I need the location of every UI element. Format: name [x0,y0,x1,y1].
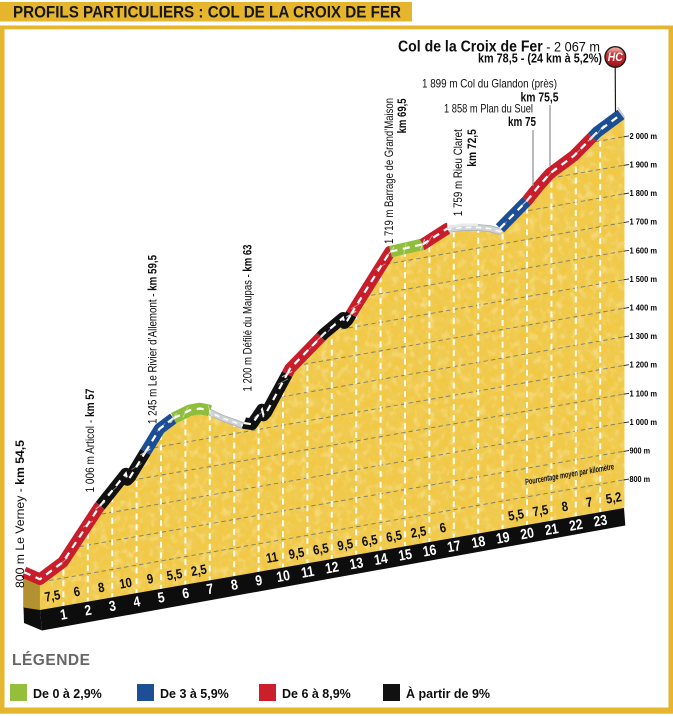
svg-text:6: 6 [181,585,190,602]
svg-text:10: 10 [275,567,291,585]
svg-text:5,5: 5,5 [507,506,525,524]
svg-text:km 78,5 - (24 km à 5,2%): km 78,5 - (24 km à 5,2%) [478,52,602,66]
svg-text:1 800 m: 1 800 m [630,189,658,198]
svg-text:km 69,5: km 69,5 [395,98,409,133]
svg-text:7,5: 7,5 [43,587,61,605]
svg-text:1 000 m: 1 000 m [630,418,658,427]
svg-text:12: 12 [324,558,340,576]
svg-text:8: 8 [560,499,569,515]
svg-text:1 300 m: 1 300 m [630,332,658,341]
svg-text:6,5: 6,5 [385,528,403,546]
svg-text:2,5: 2,5 [409,523,427,541]
svg-text:20: 20 [519,524,535,542]
svg-text:8: 8 [230,576,240,593]
svg-text:16: 16 [421,541,437,559]
svg-text:5,5: 5,5 [165,566,183,584]
svg-text:7: 7 [205,580,214,597]
svg-text:De 6 à 8,9%: De 6 à 8,9% [282,687,351,701]
svg-text:1 245 m Le Rivier d’Allemont -: 1 245 m Le Rivier d’Allemont - km 59,5 [146,255,160,424]
svg-text:22: 22 [568,516,584,534]
svg-text:1 400 m: 1 400 m [630,304,658,313]
svg-text:11: 11 [300,563,316,581]
svg-text:1 200 m: 1 200 m [630,361,658,370]
svg-text:1 600 m: 1 600 m [630,246,658,255]
svg-text:km 75,5: km 75,5 [521,90,559,105]
svg-text:1 006 m Articol - km 57: 1 006 m Articol - km 57 [83,388,97,492]
svg-text:HC: HC [608,52,624,64]
svg-text:PROFILS PARTICULIERS : COL DE: PROFILS PARTICULIERS : COL DE LA CROIX D… [13,4,401,22]
svg-text:2: 2 [83,602,92,619]
svg-text:17: 17 [446,537,462,555]
svg-text:4: 4 [132,593,142,610]
svg-text:9: 9 [146,571,155,587]
svg-text:15: 15 [397,546,414,564]
svg-text:6,5: 6,5 [312,540,330,558]
svg-text:1 759 m Rieu Claret: 1 759 m Rieu Claret [451,129,465,217]
svg-text:8: 8 [97,580,106,596]
svg-text:2,5: 2,5 [190,562,208,580]
svg-text:2 000 m: 2 000 m [630,132,658,141]
svg-text:800 m Le Verney - km 54,5: 800 m Le Verney - km 54,5 [13,440,27,588]
svg-text:1 858 m Plan du Suel: 1 858 m Plan du Suel [444,102,533,116]
svg-text:13: 13 [348,554,364,572]
svg-text:5,2: 5,2 [605,489,623,507]
svg-text:11: 11 [265,549,279,566]
svg-text:km 75: km 75 [508,114,536,129]
svg-text:De 0 à 2,9%: De 0 à 2,9% [33,687,102,701]
svg-text:6: 6 [438,520,447,536]
svg-text:Col de la Croix de Fer - 2 067: Col de la Croix de Fer - 2 067 m [398,38,600,55]
svg-text:De 3 à 5,9%: De 3 à 5,9% [160,687,229,701]
svg-text:23: 23 [592,512,608,530]
svg-text:7,5: 7,5 [531,502,549,520]
svg-text:1 100 m: 1 100 m [630,389,658,398]
svg-text:3: 3 [108,597,117,614]
svg-text:9,5: 9,5 [336,536,354,554]
svg-text:5: 5 [156,589,166,606]
svg-text:1: 1 [59,606,69,623]
svg-text:21: 21 [543,520,560,538]
svg-text:km 72,5: km 72,5 [465,129,479,167]
svg-text:1 900 m: 1 900 m [630,161,658,170]
svg-text:1 500 m: 1 500 m [630,275,658,284]
svg-text:7: 7 [585,494,594,510]
svg-text:1 200 m Défilé du Maupas - km: 1 200 m Défilé du Maupas - km 63 [241,244,255,391]
svg-text:9,5: 9,5 [287,545,305,563]
svg-text:900 m: 900 m [630,447,651,456]
svg-text:LÉGENDE: LÉGENDE [12,652,90,669]
svg-text:10: 10 [118,575,133,592]
svg-text:18: 18 [470,533,487,551]
svg-text:800 m: 800 m [630,475,651,484]
svg-text:9: 9 [254,572,263,589]
svg-text:1 899 m Col du Glandon (près): 1 899 m Col du Glandon (près) [422,77,557,91]
svg-text:19: 19 [495,529,511,547]
svg-text:1 700 m: 1 700 m [630,218,658,227]
svg-text:1 719 m Barrage de Grand’Maiso: 1 719 m Barrage de Grand’Maison [382,98,396,244]
svg-text:À partir de 9%: À partir de 9% [406,686,490,701]
svg-text:6,5: 6,5 [361,532,379,550]
svg-text:14: 14 [373,550,390,568]
svg-text:6: 6 [72,584,81,600]
